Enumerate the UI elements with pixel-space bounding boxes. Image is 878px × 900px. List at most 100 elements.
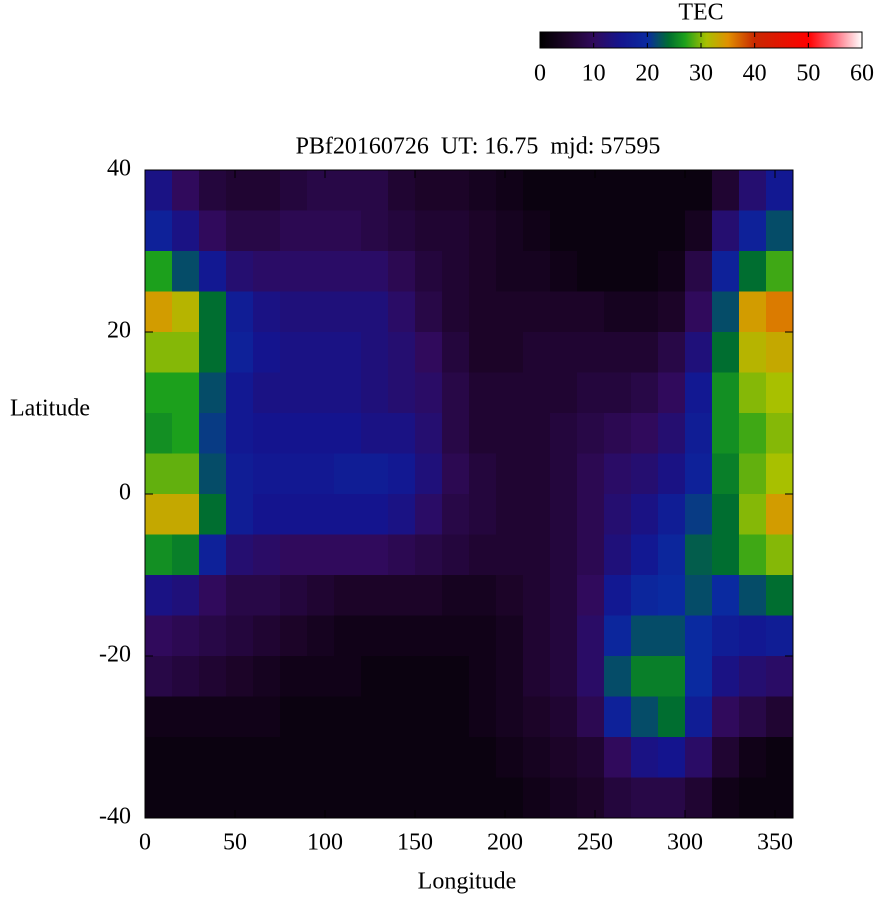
heatmap-cell — [685, 291, 713, 333]
heatmap-cell — [334, 777, 362, 819]
heatmap-cell — [253, 737, 281, 779]
heatmap-cell — [199, 656, 227, 698]
heatmap-cell — [442, 413, 470, 455]
heatmap-cell — [226, 615, 254, 657]
heatmap-cell — [712, 170, 740, 212]
heatmap-cell — [199, 575, 227, 617]
heatmap-cell — [469, 615, 497, 657]
heatmap-cell — [361, 453, 389, 495]
heatmap-cell — [523, 170, 551, 212]
colorbar-tick-label: 20 — [635, 61, 659, 87]
heatmap-cell — [226, 656, 254, 698]
heatmap-cell — [415, 494, 443, 536]
heatmap-cell — [496, 615, 524, 657]
heatmap-cell — [226, 575, 254, 617]
heatmap-cell — [145, 737, 173, 779]
heatmap-cell — [550, 737, 578, 779]
heatmap-cell — [550, 453, 578, 495]
heatmap-cell — [388, 656, 416, 698]
heatmap-cell — [550, 656, 578, 698]
heatmap-cell — [766, 291, 794, 333]
heatmap-cell — [631, 413, 659, 455]
heatmap-cell — [307, 575, 335, 617]
heatmap-cell — [523, 534, 551, 576]
heatmap-cell — [334, 291, 362, 333]
colorbar-label: TEC — [678, 0, 723, 26]
heatmap-cell — [226, 777, 254, 819]
heatmap-cell — [739, 251, 767, 293]
colorbar-tick-label: 10 — [582, 61, 606, 87]
heatmap-cell — [172, 777, 200, 819]
heatmap-cell — [577, 615, 605, 657]
heatmap-cell — [658, 291, 686, 333]
x-tick-label: 250 — [577, 830, 613, 856]
heatmap-cell — [577, 170, 605, 212]
heatmap-cell — [685, 777, 713, 819]
x-axis-label: Longitude — [418, 869, 517, 895]
heatmap-cell — [523, 696, 551, 738]
heatmap-cell — [685, 372, 713, 414]
heatmap-cell — [496, 494, 524, 536]
heatmap-cell — [739, 494, 767, 536]
heatmap-cell — [307, 494, 335, 536]
heatmap-cell — [658, 737, 686, 779]
heatmap-cell — [388, 210, 416, 252]
heatmap-cell — [739, 413, 767, 455]
heatmap-cell — [415, 656, 443, 698]
y-tick-label: -20 — [99, 642, 131, 668]
heatmap-cell — [496, 170, 524, 212]
heatmap-cell — [361, 534, 389, 576]
heatmap-cell — [604, 696, 632, 738]
heatmap-cell — [199, 291, 227, 333]
heatmap-cell — [604, 210, 632, 252]
heatmap-cell — [145, 413, 173, 455]
heatmap-cell — [361, 170, 389, 212]
heatmap-cell — [415, 696, 443, 738]
heatmap-cell — [442, 494, 470, 536]
heatmap-cell — [442, 575, 470, 617]
heatmap-cells — [145, 170, 794, 819]
chart-title: PBf20160726 UT: 16.75 mjd: 57595 — [296, 134, 661, 160]
heatmap-cell — [226, 251, 254, 293]
heatmap-cell — [685, 413, 713, 455]
heatmap-cell — [145, 615, 173, 657]
heatmap-cell — [658, 615, 686, 657]
heatmap-cell — [334, 696, 362, 738]
heatmap-cell — [577, 291, 605, 333]
heatmap-cell — [739, 372, 767, 414]
heatmap-cell — [280, 413, 308, 455]
heatmap-cell — [766, 575, 794, 617]
heatmap-cell — [388, 494, 416, 536]
heatmap-cell — [442, 170, 470, 212]
heatmap-cell — [496, 251, 524, 293]
heatmap-cell — [469, 372, 497, 414]
heatmap-cell — [712, 494, 740, 536]
heatmap-cell — [550, 210, 578, 252]
heatmap-cell — [496, 534, 524, 576]
heatmap-cell — [442, 453, 470, 495]
heatmap-cell — [145, 291, 173, 333]
heatmap-cell — [577, 372, 605, 414]
heatmap-cell — [685, 696, 713, 738]
heatmap-cell — [253, 696, 281, 738]
heatmap-cell — [577, 696, 605, 738]
heatmap-cell — [766, 413, 794, 455]
heatmap-cell — [712, 372, 740, 414]
heatmap-cell — [145, 332, 173, 374]
heatmap-cell — [469, 494, 497, 536]
heatmap-cell — [199, 737, 227, 779]
heatmap-cell — [631, 494, 659, 536]
heatmap-cell — [523, 453, 551, 495]
heatmap-cell — [280, 251, 308, 293]
heatmap-cell — [145, 656, 173, 698]
heatmap-cell — [739, 170, 767, 212]
heatmap-cell — [631, 534, 659, 576]
heatmap-cell — [766, 251, 794, 293]
heatmap-cell — [145, 494, 173, 536]
heatmap-cell — [361, 332, 389, 374]
heatmap-cell — [199, 696, 227, 738]
heatmap-cell — [388, 332, 416, 374]
heatmap-cell — [172, 251, 200, 293]
heatmap-cell — [334, 413, 362, 455]
heatmap-cell — [469, 251, 497, 293]
